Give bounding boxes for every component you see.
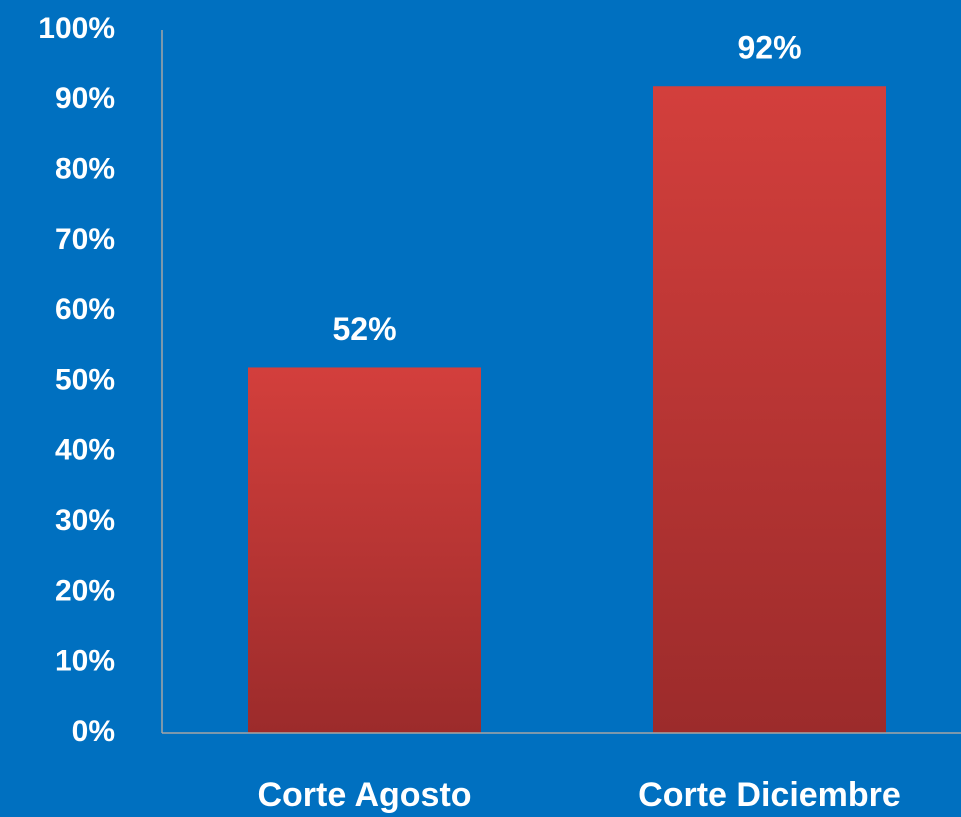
y-tick-label: 50% xyxy=(55,363,115,396)
y-tick-label: 40% xyxy=(55,434,115,467)
value-label: 52% xyxy=(332,311,396,347)
y-tick-label: 20% xyxy=(55,574,115,607)
y-tick-label: 90% xyxy=(55,82,115,115)
x-tick-label: Corte Diciembre xyxy=(638,776,901,814)
value-label: 92% xyxy=(737,30,801,66)
y-tick-label: 60% xyxy=(55,293,115,326)
y-tick-label: 100% xyxy=(38,12,115,45)
y-tick-label: 0% xyxy=(72,715,115,748)
x-tick-label: Corte Agosto xyxy=(257,776,471,814)
y-tick-label: 70% xyxy=(55,223,115,256)
y-tick-label: 10% xyxy=(55,645,115,678)
y-tick-label: 30% xyxy=(55,504,115,537)
bar xyxy=(653,86,886,734)
y-tick-label: 80% xyxy=(55,153,115,186)
bar xyxy=(248,367,481,733)
